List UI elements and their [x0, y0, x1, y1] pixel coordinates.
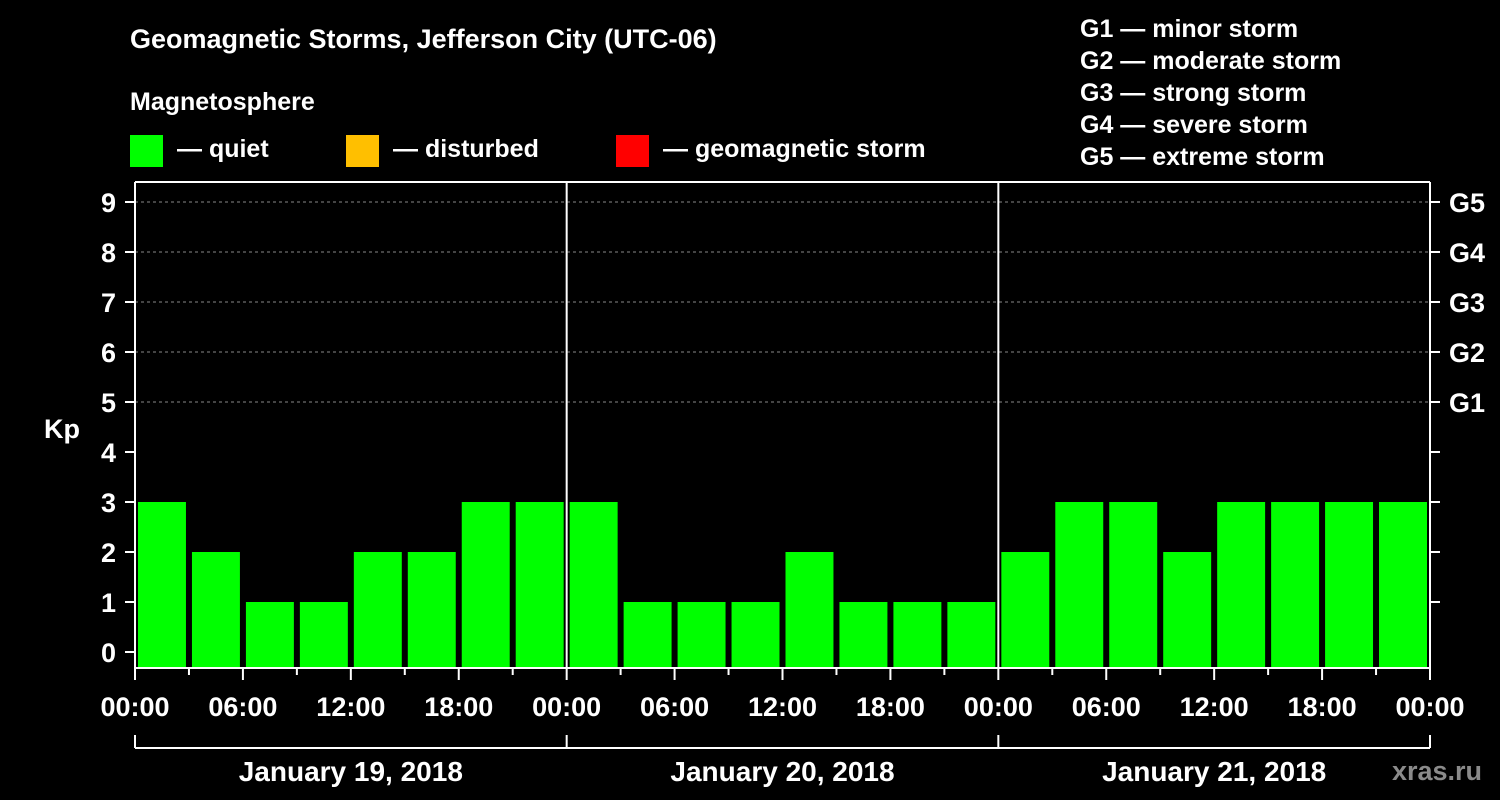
y-tick-label-4: 4 [101, 438, 116, 468]
y-tick-label-9: 9 [101, 188, 116, 218]
day-label-1: January 19, 2018 [239, 756, 463, 787]
x-tick-label-9: 06:00 [1072, 692, 1141, 722]
kp-bar-7 [461, 502, 510, 668]
y-ticks: 0 1 2 3 4 5 6 7 8 9 [101, 188, 135, 668]
legend-label-quiet: — quiet [177, 135, 269, 163]
x-tick-label-8: 00:00 [964, 692, 1033, 722]
kp-bar-4 [299, 602, 348, 668]
x-tick-label-10: 12:00 [1180, 692, 1249, 722]
x-ticks: 00:00 06:00 12:00 18:00 00:00 06:00 12:00 18:00… [100, 668, 1465, 722]
y-tick-label-1: 1 [101, 588, 116, 618]
kp-bar-22 [1271, 502, 1320, 668]
day-brackets: January 19, 2018 January 20, 2018 January … [134, 735, 1431, 787]
legend-swatch-quiet [130, 135, 163, 167]
legend-label-storm: — geomagnetic storm [663, 135, 926, 163]
kp-bar-19 [1109, 502, 1158, 668]
y-tick-label-3: 3 [101, 488, 116, 518]
kp-bar-3 [245, 602, 294, 668]
storm-scale-g2: G2 — moderate storm [1080, 47, 1341, 75]
x-tick-label-1: 06:00 [208, 692, 277, 722]
kp-bar-23 [1325, 502, 1374, 668]
y-tick-label-7: 7 [101, 288, 116, 318]
kp-bar-20 [1163, 552, 1212, 668]
y-tick-label-8: 8 [101, 238, 116, 268]
kp-bar-6 [407, 552, 456, 668]
kp-bar-12 [731, 602, 780, 668]
right-label-G1: G1 [1449, 388, 1485, 418]
chart-subtitle: Magnetosphere [130, 88, 315, 116]
kp-bar-13 [785, 552, 834, 668]
storm-scale-list: G1 — minor storm G2 — moderate storm G3 … [1080, 15, 1341, 171]
kp-bar-2 [191, 552, 240, 668]
y-tick-label-5: 5 [101, 388, 116, 418]
day-label-3: January 21, 2018 [1102, 756, 1326, 787]
storm-scale-g4: G4 — severe storm [1080, 111, 1308, 139]
kp-bar-15 [893, 602, 942, 668]
right-label-G2: G2 [1449, 338, 1485, 368]
legend: — quiet — disturbed — geomagnetic storm [130, 135, 926, 167]
right-label-G3: G3 [1449, 288, 1485, 318]
kp-bar-1 [138, 502, 186, 668]
y-tick-label-6: 6 [101, 338, 116, 368]
x-tick-label-3: 18:00 [424, 692, 493, 722]
grid-lines [135, 201, 1430, 403]
kp-bar-16 [947, 602, 996, 668]
legend-swatch-storm [616, 135, 649, 167]
x-tick-label-6: 12:00 [748, 692, 817, 722]
x-tick-label-7: 18:00 [856, 692, 925, 722]
x-tick-label-0: 00:00 [100, 692, 169, 722]
bars [138, 502, 1427, 668]
legend-label-disturbed: — disturbed [393, 135, 539, 163]
y-axis-label: Kp [44, 414, 80, 444]
kp-bar-9 [569, 502, 618, 668]
kp-bar-8 [515, 502, 564, 668]
chart-title: Geomagnetic Storms, Jefferson City (UTC-… [130, 24, 717, 54]
watermark: xras.ru [1392, 756, 1482, 786]
right-label-G5: G5 [1449, 188, 1485, 218]
x-tick-label-4: 00:00 [532, 692, 601, 722]
kp-bar-17 [1001, 552, 1050, 668]
kp-bar-5 [353, 552, 402, 668]
x-tick-label-2: 12:00 [316, 692, 385, 722]
kp-bar-24 [1379, 502, 1427, 668]
kp-bar-10 [623, 602, 672, 668]
storm-scale-g5: G5 — extreme storm [1080, 143, 1325, 171]
storm-scale-g1: G1 — minor storm [1080, 15, 1298, 43]
right-label-G4: G4 [1449, 238, 1485, 268]
kp-bar-14 [839, 602, 888, 668]
y-tick-label-0: 0 [101, 638, 116, 668]
kp-bar-18 [1055, 502, 1104, 668]
right-ticks: G1 G2 G3 G4 G5 [1430, 188, 1485, 603]
storm-scale-g3: G3 — strong storm [1080, 79, 1306, 107]
x-tick-label-12: 00:00 [1395, 692, 1464, 722]
kp-bar-21 [1217, 502, 1266, 668]
day-label-2: January 20, 2018 [670, 756, 894, 787]
x-tick-label-5: 06:00 [640, 692, 709, 722]
y-tick-label-2: 2 [101, 538, 116, 568]
x-tick-label-11: 18:00 [1288, 692, 1357, 722]
kp-bar-11 [677, 602, 726, 668]
legend-swatch-disturbed [346, 135, 379, 167]
